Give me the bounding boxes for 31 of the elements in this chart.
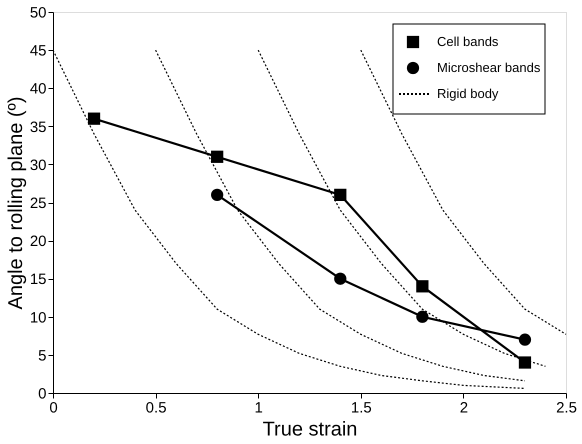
legend-label: Microshear bands: [437, 60, 541, 75]
x-tick-label: 1.5: [350, 400, 372, 416]
point: [416, 310, 428, 323]
x-tick-label: 0.5: [146, 400, 167, 416]
y-tick-label: 40: [30, 80, 46, 98]
point: [334, 188, 346, 202]
x-tick-label: 2.5: [556, 400, 577, 416]
point: [518, 356, 532, 369]
y-tick-label: 0: [38, 386, 46, 402]
point: [211, 150, 224, 163]
point: [334, 272, 346, 285]
y-tick-label: 25: [30, 195, 46, 212]
x-tick-label: 2: [460, 400, 468, 416]
x-tick-label: 1: [254, 400, 263, 416]
legend-label: Rigid body: [437, 86, 499, 101]
y-tick-label: 5: [38, 347, 46, 364]
y-tick-label: 35: [30, 118, 46, 136]
x-axis-title: True strain: [262, 418, 358, 440]
x-tick-label: 0: [49, 400, 58, 416]
point: [88, 112, 100, 125]
y-tick-label: 45: [30, 42, 46, 60]
point: [416, 280, 428, 292]
y-tick-label: 50: [30, 4, 46, 22]
y-tick-label: 10: [30, 309, 46, 326]
point: [211, 188, 224, 201]
point: [518, 334, 532, 346]
y-tick-label: 15: [30, 271, 46, 288]
y-tick-label: 20: [30, 233, 46, 250]
y-tick-label: 30: [30, 156, 46, 174]
y-axis-title: Angle to rolling plane (º): [4, 96, 27, 310]
legend-label: Cell bands: [437, 34, 499, 49]
